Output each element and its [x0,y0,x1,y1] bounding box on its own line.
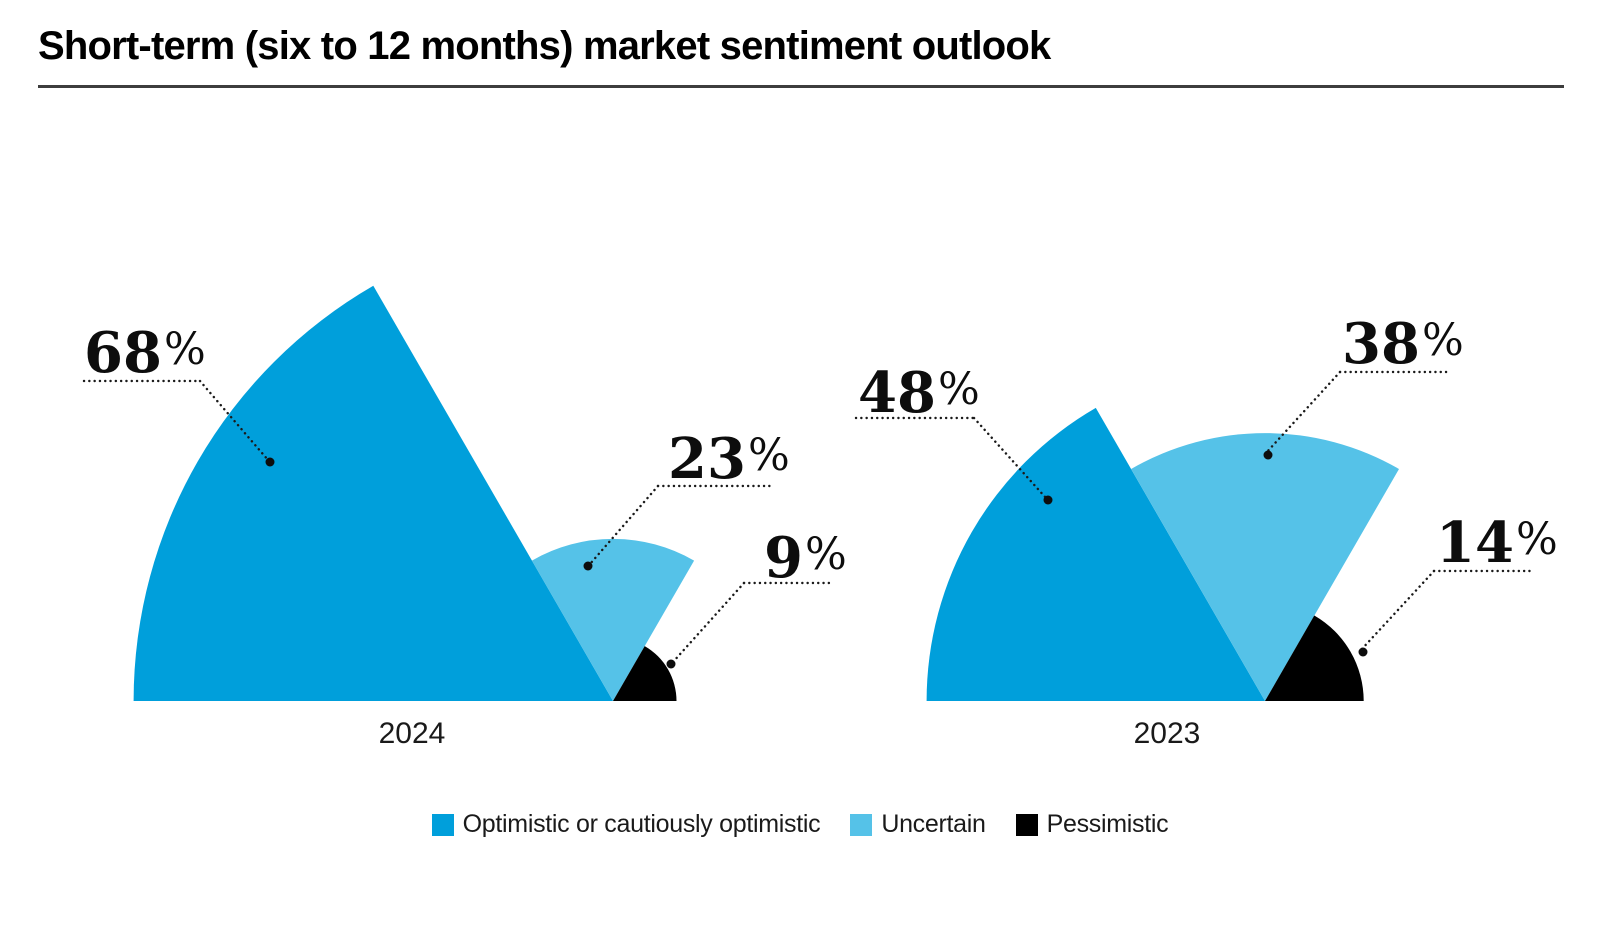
callout-leader [1359,569,1436,652]
callout-pessimistic-2023: 14% [1358,510,1558,657]
wedges-2024 [133,285,695,701]
wedge-pessimistic-2023 [1265,615,1364,701]
callout-uncertain-2023: 38% [1263,311,1464,460]
percent-sign: % [748,430,790,481]
legend-swatch-pessimistic [1015,813,1038,836]
callout-value: 38% [1342,311,1464,377]
callout-number: 23 [668,426,746,492]
callout-value: 14% [1436,510,1558,576]
callout-value: 23% [668,426,790,492]
percent-sign: % [1422,315,1464,366]
callout-dot [666,659,676,669]
callout-number: 68 [84,320,162,386]
year-label-2023: 2023 [1134,717,1201,750]
callout-dot [1263,450,1273,460]
callout-dot [1043,495,1053,505]
percent-sign: % [805,529,847,580]
legend-label-uncertain: Uncertain [881,810,986,838]
callout-value: 48% [858,360,980,426]
callout-leader [972,416,1048,500]
callout-dot [583,561,593,571]
callout-number: 38 [1342,311,1420,377]
percent-sign: % [938,364,980,415]
callout-optimistic-2023: 48% [854,360,1053,505]
wedge-optimistic-2024 [133,285,613,701]
callout-number: 14 [1436,510,1514,576]
callout-value: 68% [84,320,206,386]
fan-chart-2024: 68%23%9% 2024 [82,285,847,750]
legend-item-pessimistic: Pessimistic [1015,810,1169,839]
callouts-2023: 48%38%14% [854,311,1558,657]
page-title: Short-term (six to 12 months) market sen… [38,24,1051,68]
title-rule [38,85,1564,88]
wedge-optimistic-2023 [926,407,1265,701]
legend-label-optimistic: Optimistic or cautiously optimistic [462,810,821,838]
callout-number: 9 [764,525,803,591]
callout-pessimistic-2024: 9% [666,525,847,669]
percent-sign: % [1516,514,1558,565]
callout-leader [671,581,746,664]
percent-sign: % [164,324,206,375]
legend: Optimistic or cautiously optimistic Unce… [0,810,1600,839]
callout-dot [1358,647,1368,657]
callout-value: 9% [764,525,847,591]
wedge-pessimistic-2024 [613,646,677,701]
wedge-uncertain-2023 [1131,433,1399,701]
wedges-2023 [926,407,1399,701]
callout-dot [265,457,275,467]
callout-leader [198,379,270,462]
callouts-2024: 68%23%9% [82,320,847,669]
legend-swatch-uncertain [850,813,873,836]
wedge-uncertain-2024 [531,538,695,701]
callout-uncertain-2024: 23% [583,426,790,571]
year-label-2024: 2024 [379,717,446,750]
legend-label-pessimistic: Pessimistic [1046,810,1169,838]
legend-item-optimistic: Optimistic or cautiously optimistic [431,810,821,839]
fan-chart-2023: 48%38%14% 2023 [854,311,1558,750]
callout-optimistic-2024: 68% [82,320,275,467]
legend-swatch-optimistic [431,813,454,836]
legend-item-uncertain: Uncertain [850,810,986,839]
callout-number: 48 [858,360,936,426]
